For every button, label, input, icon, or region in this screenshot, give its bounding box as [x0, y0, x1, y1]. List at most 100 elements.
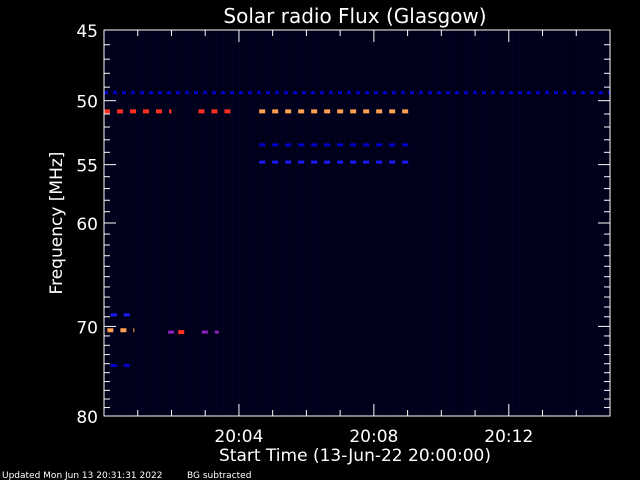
noise-streak [413, 31, 414, 415]
noise-streak [223, 31, 224, 415]
noise-streak [334, 31, 335, 415]
noise-streak [350, 31, 351, 415]
noise-streak [482, 31, 483, 415]
noise-streak [228, 31, 229, 415]
x-tick-label: 20:08 [349, 427, 398, 447]
noise-streak [138, 31, 139, 415]
noise-streak [154, 31, 155, 415]
noise-streak [365, 31, 366, 415]
noise-streak [524, 31, 525, 415]
noise-streak [328, 31, 329, 415]
x-axis: 20:04 20:08 20:12 [137, 30, 577, 447]
noise-streak [392, 31, 393, 415]
noise-streak [402, 31, 403, 415]
noise-streak [170, 31, 171, 415]
y-axis-label: Frequency [MHz] [47, 152, 67, 295]
noise-streak [429, 31, 430, 415]
noise-streak [487, 31, 488, 415]
y-tick-label: 50 [76, 93, 98, 113]
noise-streak [159, 31, 160, 415]
noise-streak [371, 31, 372, 415]
noise-streak [122, 31, 123, 415]
noise-streak [217, 31, 218, 415]
x-axis-label: Start Time (13-Jun-22 20:00:00) [219, 446, 491, 466]
y-tick-label: 45 [76, 22, 98, 42]
noise-streak [265, 31, 266, 415]
noise-streak [297, 31, 298, 415]
y-tick-label: 60 [76, 215, 98, 235]
noise-streak [318, 31, 319, 415]
noise-streak [529, 31, 530, 415]
noise-streak [513, 31, 514, 415]
noise-streak [186, 31, 187, 415]
noise-streak [476, 31, 477, 415]
noise-streak [260, 31, 261, 415]
noise-streak [550, 31, 551, 415]
noise-streak [180, 31, 181, 415]
noise-streak [492, 31, 493, 415]
noise-streak [418, 31, 419, 415]
noise-streak [445, 31, 446, 415]
background-streaks [106, 31, 604, 415]
x-tick-label: 20:12 [484, 427, 533, 447]
noise-streak [387, 31, 388, 415]
noise-streak [587, 31, 588, 415]
noise-streak [344, 31, 345, 415]
noise-streak [381, 31, 382, 415]
noise-streak [202, 31, 203, 415]
noise-streak [455, 31, 456, 415]
noise-streak [360, 31, 361, 415]
noise-streak [281, 31, 282, 415]
y-tick-label: 70 [76, 318, 98, 338]
noise-streak [397, 31, 398, 415]
noise-streak [175, 31, 176, 415]
noise-streak [545, 31, 546, 415]
noise-streak [270, 31, 271, 415]
noise-streak [307, 31, 308, 415]
noise-streak [508, 31, 509, 415]
noise-streak [239, 31, 240, 415]
noise-streak [149, 31, 150, 415]
noise-streak [450, 31, 451, 415]
noise-streak [323, 31, 324, 415]
noise-streak [133, 31, 134, 415]
y-tick-label: 80 [76, 408, 98, 428]
noise-streak [207, 31, 208, 415]
noise-streak [577, 31, 578, 415]
y-axis: 45 50 55 60 70 80 [76, 22, 610, 428]
noise-streak [471, 31, 472, 415]
noise-streak [466, 31, 467, 415]
noise-streak [313, 31, 314, 415]
noise-streak [143, 31, 144, 415]
noise-streak [302, 31, 303, 415]
noise-streak [439, 31, 440, 415]
noise-streak [212, 31, 213, 415]
noise-streak [408, 31, 409, 415]
noise-streak [254, 31, 255, 415]
noise-streak [434, 31, 435, 415]
noise-streak [276, 31, 277, 415]
noise-streak [291, 31, 292, 415]
chart-title: Solar radio Flux (Glasgow) [223, 4, 486, 28]
noise-streak [117, 31, 118, 415]
noise-streak [376, 31, 377, 415]
noise-streak [503, 31, 504, 415]
noise-streak [233, 31, 234, 415]
emission-bands [104, 91, 610, 368]
noise-streak [582, 31, 583, 415]
bg-subtracted-note: BG subtracted [187, 471, 251, 480]
noise-streak [540, 31, 541, 415]
plot-area [104, 30, 610, 416]
noise-streak [593, 31, 594, 415]
noise-streak [355, 31, 356, 415]
updated-timestamp: Updated Mon Jun 13 20:31:31 2022 [2, 471, 162, 480]
noise-streak [286, 31, 287, 415]
noise-streak [519, 31, 520, 415]
noise-streak [339, 31, 340, 415]
noise-streak [165, 31, 166, 415]
noise-streak [191, 31, 192, 415]
noise-streak [556, 31, 557, 415]
noise-streak [566, 31, 567, 415]
y-tick-label: 55 [76, 157, 98, 177]
noise-streak [196, 31, 197, 415]
